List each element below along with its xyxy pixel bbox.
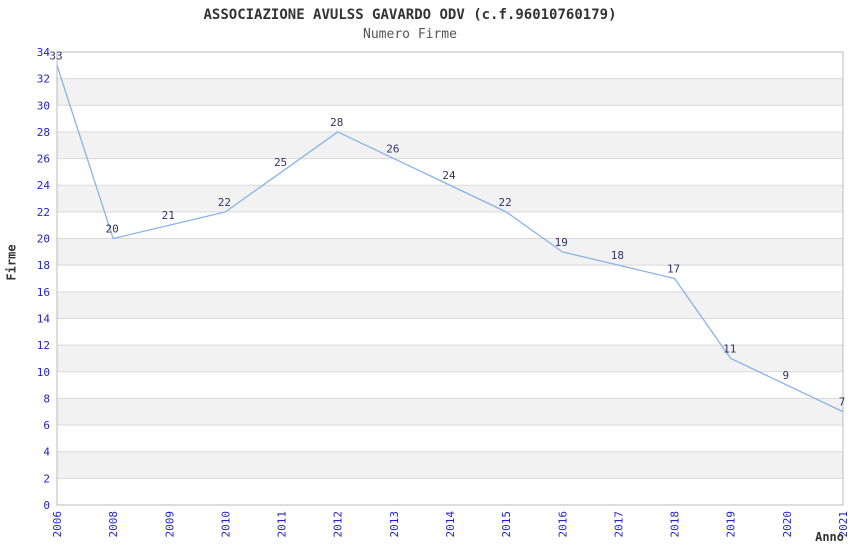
y-tick-label: 8: [43, 392, 50, 405]
grid-band: [57, 345, 843, 372]
y-tick-label: 20: [37, 233, 50, 246]
value-label: 17: [667, 263, 680, 276]
value-label: 22: [499, 196, 512, 209]
x-tick-label: 2012: [332, 511, 345, 538]
grid-band: [57, 398, 843, 426]
x-tick-label: 2011: [276, 511, 289, 538]
x-tick-label: 2008: [107, 511, 120, 538]
value-label: 20: [106, 223, 119, 236]
value-label: 26: [386, 143, 399, 156]
y-tick-label: 32: [37, 73, 50, 86]
x-tick-label: 2017: [612, 511, 625, 538]
x-tick-label: 2018: [669, 511, 682, 538]
x-tick-label: 2014: [444, 511, 457, 538]
value-label: 24: [442, 169, 456, 182]
series-line: [56, 65, 844, 413]
grid-band: [57, 131, 843, 159]
x-tick-label: 2016: [556, 511, 569, 538]
y-tick-label: 12: [37, 339, 50, 352]
y-tick-label: 24: [37, 179, 51, 192]
y-tick-label: 18: [37, 259, 50, 272]
value-label: 18: [611, 249, 624, 262]
y-tick-label: 6: [43, 419, 50, 432]
x-tick-label: 2010: [219, 511, 232, 538]
value-label: 11: [723, 342, 736, 355]
x-tick-label: 2021: [837, 511, 850, 538]
y-tick-label: 10: [37, 366, 50, 379]
value-label: 19: [555, 236, 568, 249]
grid-band: [57, 451, 843, 479]
y-tick-label: 26: [37, 153, 50, 166]
value-label: 33: [49, 49, 62, 62]
y-tick-label: 34: [37, 46, 51, 59]
value-label: 21: [162, 209, 175, 222]
grid-band: [57, 291, 843, 319]
x-axis-title: Anno: [815, 530, 844, 544]
grid-band: [57, 238, 843, 266]
x-tick-label: 2009: [163, 511, 176, 538]
x-tick-label: 2020: [781, 511, 794, 538]
y-tick-label: 28: [37, 126, 50, 139]
value-label: 9: [783, 369, 790, 382]
chart-title: ASSOCIAZIONE AVULSS GAVARDO ODV (c.f.960…: [203, 7, 617, 23]
grid-band: [57, 185, 843, 212]
y-tick-label: 30: [37, 99, 50, 112]
value-label: 28: [330, 116, 343, 129]
y-tick-label: 14: [37, 312, 51, 325]
x-tick-label: 2006: [51, 511, 64, 538]
plot-frame: [56, 51, 844, 506]
x-tick-label: 2013: [388, 511, 401, 538]
value-label: 25: [274, 156, 287, 169]
x-tick-label: 2015: [500, 511, 513, 538]
y-tick-label: 16: [37, 286, 50, 299]
x-tick-label: 2019: [725, 511, 738, 538]
y-tick-label: 0: [43, 499, 50, 512]
value-label: 7: [839, 396, 846, 409]
grid-band: [57, 78, 843, 106]
y-tick-label: 2: [43, 472, 50, 485]
chart-subtitle: Numero Firme: [363, 27, 457, 42]
y-tick-label: 4: [43, 446, 50, 459]
value-label: 22: [218, 196, 231, 209]
y-tick-label: 22: [37, 206, 50, 219]
